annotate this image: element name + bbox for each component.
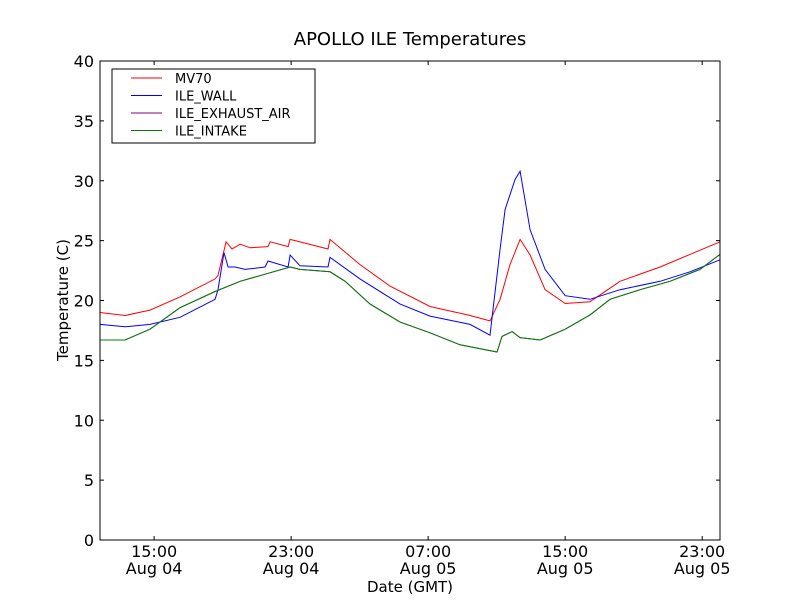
y-tick-label: 20 [74, 292, 94, 311]
y-tick-label: 30 [74, 172, 94, 191]
x-tick-date-label: Aug 04 [126, 559, 183, 578]
x-tick-time-label: 23:00 [679, 542, 725, 561]
series-line-ile-wall [99, 169, 721, 336]
x-tick-date-label: Aug 05 [674, 559, 731, 578]
series-line-ile-intake [100, 253, 721, 353]
legend-label: MV70 [175, 72, 212, 87]
legend: MV70 ILE_WALL ILE_EXHAUST_AIR ILE_INTAKE [111, 68, 316, 144]
x-tick-date-label: Aug 05 [537, 559, 594, 578]
y-tick-label: 25 [74, 232, 94, 251]
x-tick-time-label: 07:00 [405, 542, 451, 561]
x-tick-time-label: 15:00 [542, 542, 588, 561]
y-tick-label: 15 [74, 351, 94, 370]
y-tick-label: 35 [74, 112, 94, 131]
y-tick-label: 5 [84, 471, 94, 490]
series-line-mv70 [99, 238, 721, 322]
x-axis-label: Date (GMT) [367, 578, 453, 596]
x-tick-date-label: Aug 05 [400, 559, 457, 578]
x-tick-time-label: 15:00 [131, 542, 177, 561]
y-axis-label: Temperature (C) [54, 239, 72, 362]
y-tick-label: 0 [84, 531, 94, 550]
y-tick-label: 10 [74, 411, 94, 430]
legend-label: ILE_INTAKE [175, 125, 247, 140]
legend-label: ILE_WALL [175, 90, 237, 105]
y-tick-label: 40 [74, 52, 94, 71]
legend-label: ILE_EXHAUST_AIR [175, 107, 291, 122]
x-tick-date-label: Aug 04 [263, 559, 320, 578]
chart-title: APOLLO ILE Temperatures [294, 29, 526, 50]
series-layer [99, 169, 721, 353]
x-tick-time-label: 23:00 [268, 542, 314, 561]
